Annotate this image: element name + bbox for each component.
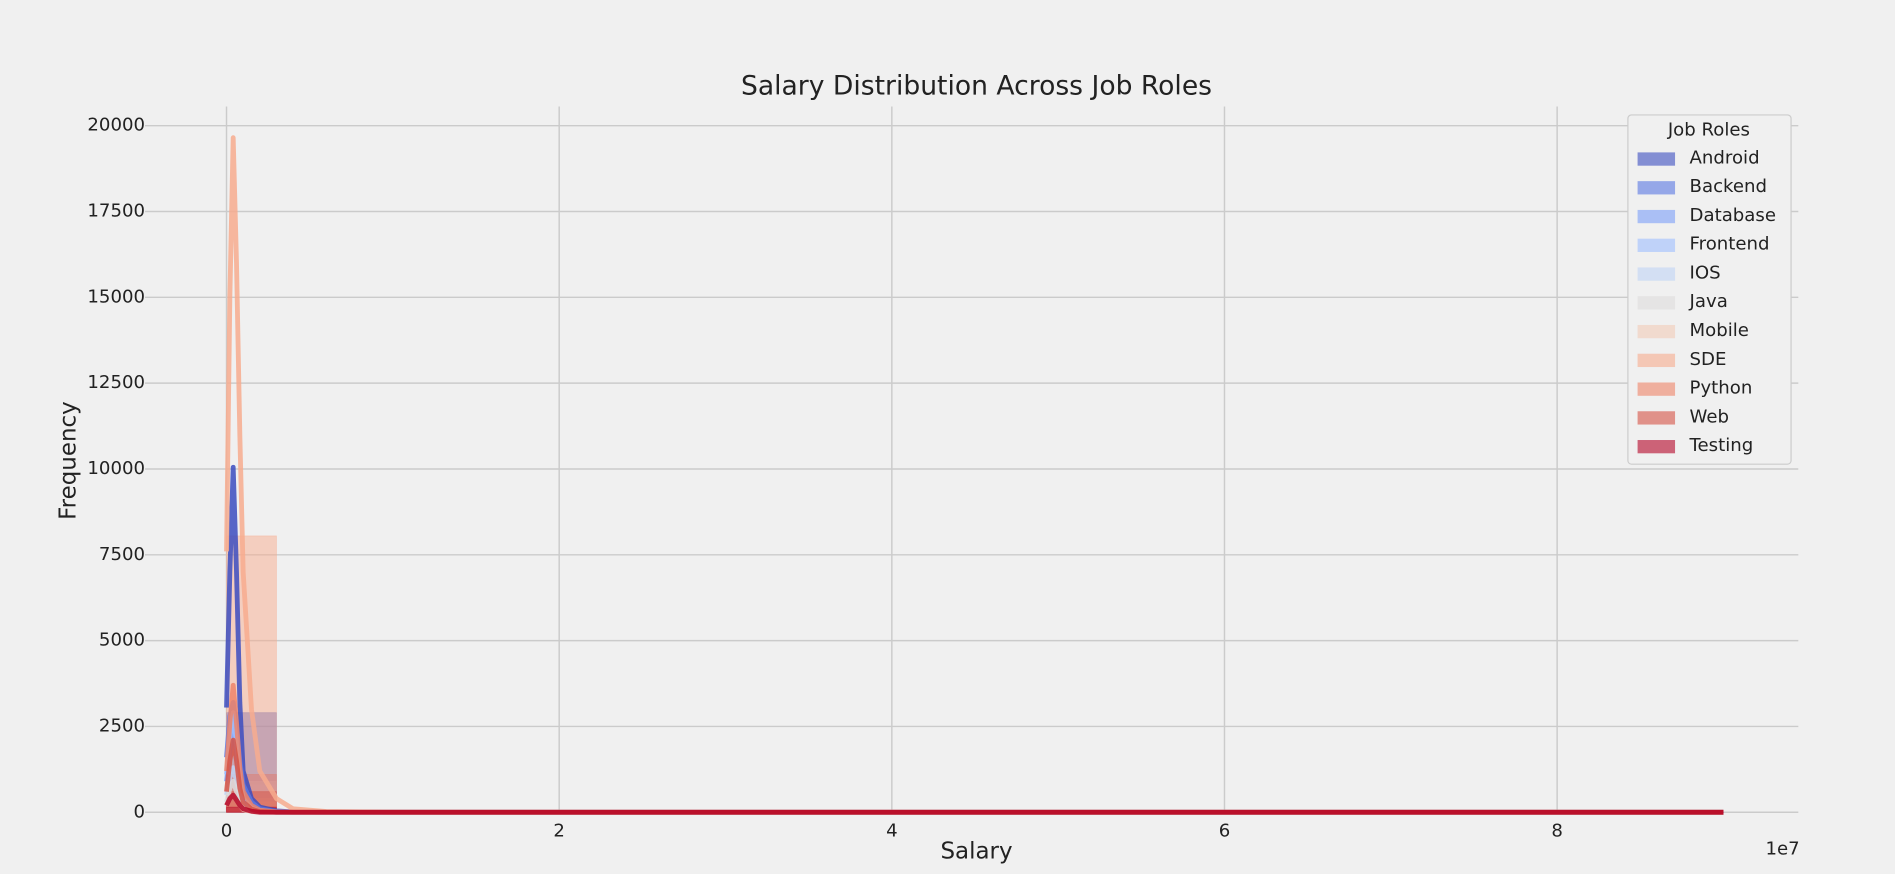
legend-swatch bbox=[1637, 209, 1676, 224]
legend-label: Python bbox=[1690, 378, 1753, 399]
x-axis-label: Salary bbox=[940, 839, 1012, 865]
legend-label: Web bbox=[1690, 406, 1729, 427]
x-tick-label: 0 bbox=[221, 821, 233, 842]
y-tick-label: 0 bbox=[133, 801, 145, 822]
grid bbox=[145, 106, 1799, 813]
legend-label: Frontend bbox=[1690, 234, 1770, 255]
y-tick-label: 5000 bbox=[99, 630, 145, 651]
legend-title: Job Roles bbox=[1667, 120, 1750, 141]
legend: Job Roles Android Backend Database Frontend… bbox=[1627, 114, 1792, 465]
y-tick-label: 17500 bbox=[87, 201, 145, 222]
legend-label: Testing bbox=[1689, 435, 1754, 456]
y-tick-label: 10000 bbox=[87, 458, 145, 479]
y-axis-label: Frequency bbox=[55, 401, 81, 520]
legend-swatch bbox=[1637, 324, 1676, 339]
legend-label: Java bbox=[1689, 291, 1728, 312]
legend-swatch bbox=[1637, 411, 1676, 425]
legend-swatch bbox=[1637, 238, 1676, 252]
y-tick-label: 20000 bbox=[87, 115, 145, 136]
legend-label: Mobile bbox=[1690, 320, 1749, 341]
x-tick-label: 2 bbox=[553, 821, 565, 842]
x-tick-label: 8 bbox=[1551, 821, 1563, 842]
y-tick-label: 2500 bbox=[99, 715, 145, 736]
x-tick-label: 6 bbox=[1219, 821, 1231, 842]
legend-label: Database bbox=[1690, 205, 1776, 226]
x-offset-label: 1e7 bbox=[1766, 839, 1800, 860]
x-tick-label: 4 bbox=[886, 821, 898, 842]
legend-swatch bbox=[1637, 440, 1676, 454]
legend-label: IOS bbox=[1690, 262, 1721, 283]
y-tick-label: 15000 bbox=[87, 286, 145, 307]
legend-label: Backend bbox=[1690, 176, 1767, 197]
y-tick-label: 12500 bbox=[87, 372, 145, 393]
legend-swatch bbox=[1637, 296, 1676, 310]
legend-label: Android bbox=[1690, 147, 1760, 168]
legend-swatch bbox=[1637, 353, 1676, 368]
kde-line bbox=[224, 792, 1724, 815]
y-tick-label: 7500 bbox=[99, 544, 145, 565]
legend-box bbox=[1627, 114, 1792, 465]
legend-label: SDE bbox=[1690, 349, 1727, 370]
legend-swatch bbox=[1637, 267, 1676, 281]
legend-swatch bbox=[1637, 382, 1676, 396]
plot-area bbox=[224, 135, 1724, 815]
chart-title: Salary Distribution Across Job Roles bbox=[741, 71, 1212, 102]
legend-swatch bbox=[1637, 181, 1676, 195]
legend-swatch bbox=[1637, 152, 1676, 166]
